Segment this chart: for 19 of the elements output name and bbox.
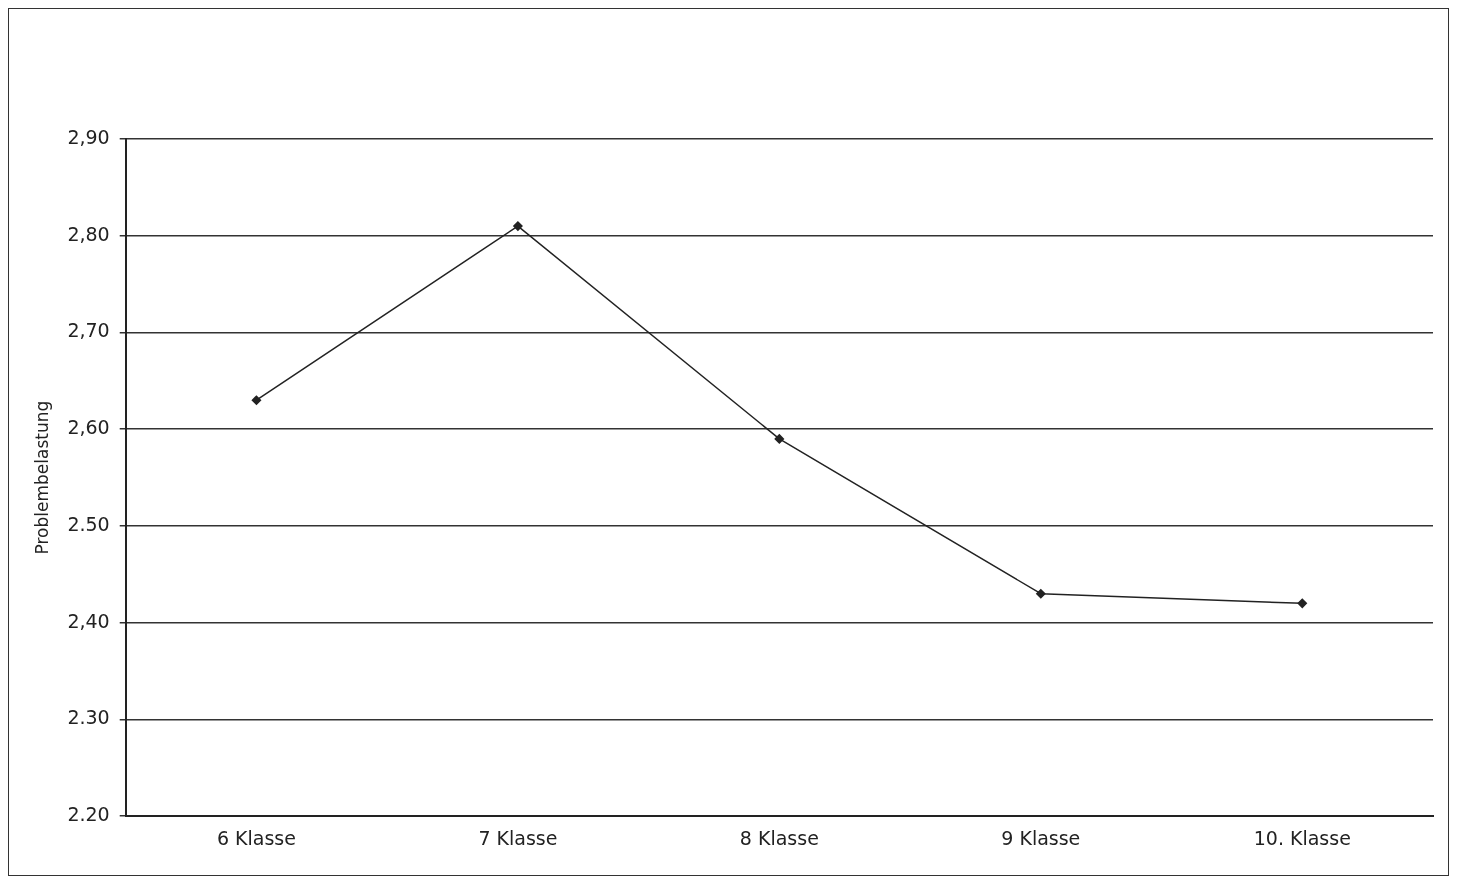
y-tick-label: 2,70 [67, 319, 110, 342]
x-tick-label: 8 Klasse [739, 826, 819, 849]
y-tick-label: 2.20 [67, 803, 110, 826]
point [513, 221, 523, 231]
point [774, 434, 785, 444]
y-axis-title: Problembelastung [31, 400, 52, 555]
x-tick-label: 9 Klasse [1001, 826, 1081, 849]
y-tick-label: 2.50 [67, 512, 110, 535]
x-tick-label: 7 Klasse [478, 826, 558, 849]
y-tick-label: 2,80 [67, 222, 110, 245]
point [251, 395, 262, 405]
point [1036, 588, 1046, 599]
x-tick-label: 6 Klasse [216, 826, 296, 849]
y-tick-label: 2,40 [67, 609, 110, 632]
point [1297, 598, 1308, 609]
y-tick-label: 2,60 [67, 416, 110, 439]
y-tick-label: 2,90 [67, 125, 110, 148]
x-tick-label: 10. Klasse [1253, 826, 1351, 849]
y-tick-label: 2.30 [67, 706, 110, 729]
